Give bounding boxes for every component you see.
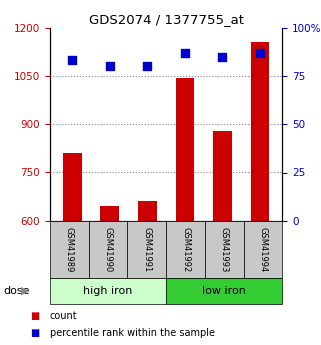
Title: GDS2074 / 1377755_at: GDS2074 / 1377755_at xyxy=(89,13,244,27)
Text: GSM41994: GSM41994 xyxy=(259,227,268,272)
Text: percentile rank within the sample: percentile rank within the sample xyxy=(50,328,215,338)
Text: ▶: ▶ xyxy=(22,286,30,296)
Bar xyxy=(63,153,82,221)
Point xyxy=(107,63,112,69)
Text: dose: dose xyxy=(3,286,30,296)
Text: low iron: low iron xyxy=(202,286,246,296)
Point xyxy=(145,63,150,69)
Point xyxy=(70,58,75,63)
Bar xyxy=(100,206,119,221)
Point xyxy=(257,50,263,56)
Text: GSM41992: GSM41992 xyxy=(181,227,190,272)
Text: GSM41990: GSM41990 xyxy=(103,227,112,272)
Bar xyxy=(213,131,232,221)
Text: ■: ■ xyxy=(30,311,40,321)
Point xyxy=(182,50,187,56)
Text: high iron: high iron xyxy=(83,286,133,296)
Text: GSM41993: GSM41993 xyxy=(220,227,229,272)
Bar xyxy=(251,42,269,221)
Text: GSM41989: GSM41989 xyxy=(65,227,74,272)
Text: GSM41991: GSM41991 xyxy=(142,227,151,272)
Bar xyxy=(176,78,194,221)
Point xyxy=(220,54,225,59)
Text: count: count xyxy=(50,311,77,321)
Text: ■: ■ xyxy=(30,328,40,338)
Bar xyxy=(138,201,157,221)
